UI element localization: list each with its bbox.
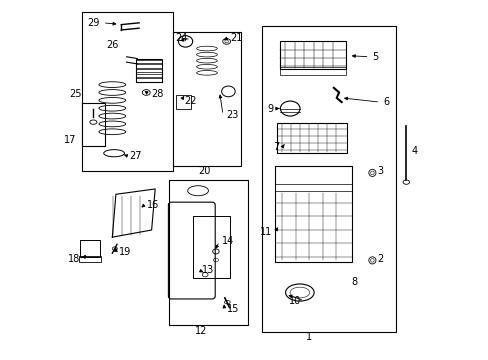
Bar bbox=[135, 64, 162, 68]
Text: 6: 6 bbox=[382, 97, 388, 107]
Text: 24: 24 bbox=[175, 33, 188, 43]
Bar bbox=[135, 73, 162, 77]
Bar bbox=[277, 123, 346, 153]
Text: 26: 26 bbox=[106, 40, 118, 50]
Bar bbox=[135, 78, 162, 82]
Text: 8: 8 bbox=[350, 277, 356, 287]
Bar bbox=[173, 32, 241, 166]
Text: 11: 11 bbox=[260, 227, 272, 237]
Text: 1: 1 bbox=[305, 332, 311, 342]
Bar bbox=[80, 240, 100, 257]
Text: 23: 23 bbox=[225, 110, 238, 120]
Text: 2: 2 bbox=[377, 254, 383, 264]
Text: 9: 9 bbox=[266, 104, 272, 113]
Text: 5: 5 bbox=[372, 52, 378, 62]
Text: 4: 4 bbox=[411, 147, 417, 157]
Text: 14: 14 bbox=[222, 237, 234, 247]
Text: 17: 17 bbox=[64, 135, 77, 145]
Text: 20: 20 bbox=[198, 166, 210, 176]
Bar bbox=[261, 26, 395, 332]
Bar bbox=[176, 95, 190, 109]
Text: 13: 13 bbox=[201, 265, 213, 275]
Text: 18: 18 bbox=[68, 254, 80, 264]
Bar bbox=[135, 60, 162, 63]
Text: 29: 29 bbox=[87, 18, 100, 28]
Text: 10: 10 bbox=[289, 296, 301, 306]
Bar bbox=[192, 216, 230, 278]
Text: 25: 25 bbox=[69, 89, 81, 99]
Bar bbox=[82, 12, 173, 171]
Bar bbox=[135, 59, 162, 82]
Text: 27: 27 bbox=[129, 151, 142, 161]
Text: 15: 15 bbox=[227, 304, 239, 314]
Bar bbox=[80, 256, 101, 262]
Bar bbox=[82, 103, 105, 146]
Text: 19: 19 bbox=[119, 247, 131, 257]
Text: 28: 28 bbox=[151, 89, 163, 99]
Text: 16: 16 bbox=[147, 200, 159, 210]
Text: 12: 12 bbox=[194, 326, 207, 336]
Bar bbox=[274, 166, 351, 262]
Bar bbox=[168, 180, 247, 325]
Text: 21: 21 bbox=[230, 33, 242, 43]
Text: 22: 22 bbox=[183, 96, 196, 106]
Bar bbox=[280, 41, 346, 69]
Bar bbox=[135, 69, 162, 72]
Text: 3: 3 bbox=[377, 166, 383, 176]
Bar bbox=[280, 67, 346, 75]
Text: 7: 7 bbox=[273, 142, 279, 152]
